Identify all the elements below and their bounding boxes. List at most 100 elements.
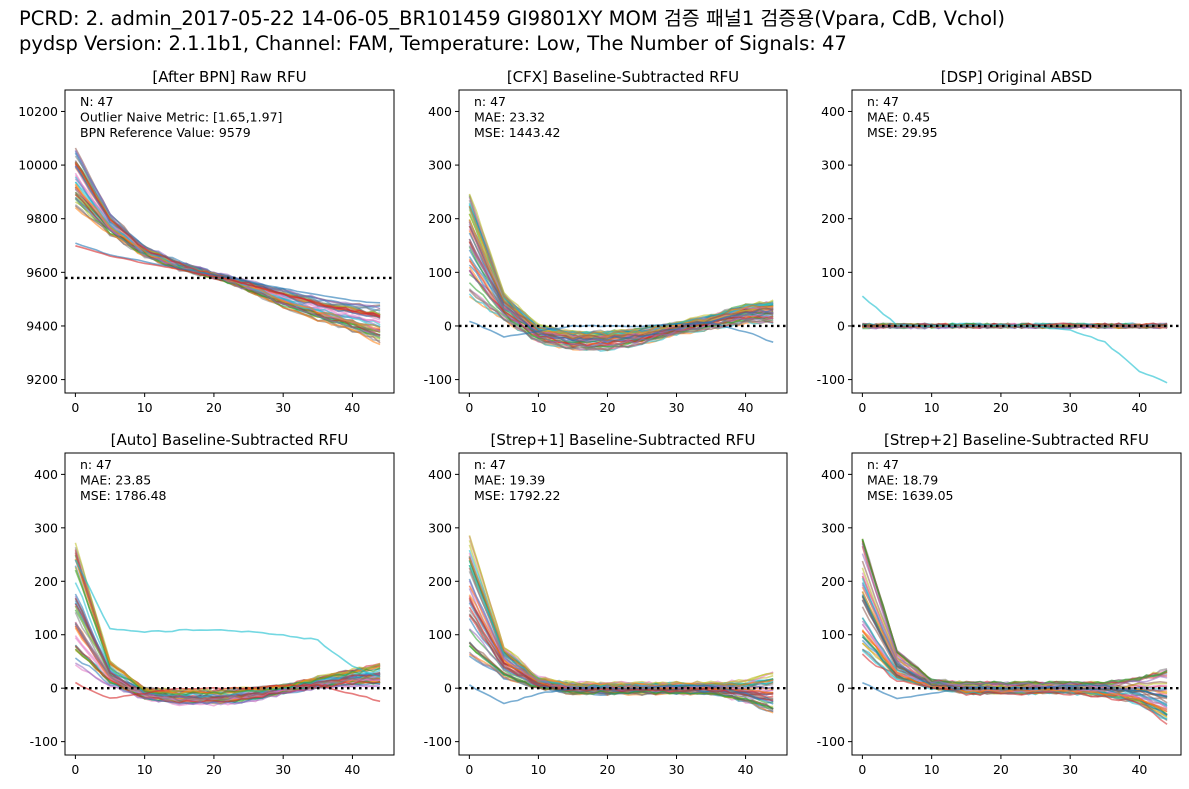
y-tick-label: 400 <box>821 104 845 119</box>
y-tick-label: 200 <box>34 574 58 589</box>
axes-frame <box>851 89 1182 394</box>
stat-text: MAE: 23.32 <box>474 110 545 125</box>
y-tick-label: 400 <box>428 467 452 482</box>
highlighted-series-line <box>861 295 1168 384</box>
y-tick-label: 100 <box>34 627 58 642</box>
y-tick-label: 200 <box>428 211 452 226</box>
x-tick-label: 10 <box>137 400 153 415</box>
y-tick-label: 400 <box>34 467 58 482</box>
y-tick-label: 300 <box>428 158 452 173</box>
y-tick-label: -100 <box>817 372 845 387</box>
subplot-title: [Auto] Baseline-Subtracted RFU <box>111 431 349 449</box>
y-tick-label: 0 <box>837 681 845 696</box>
y-tick-label: 0 <box>837 318 845 333</box>
series-line <box>74 542 381 694</box>
subplot-3: 0 10 20 30 40 -100 0 100 200 300 400 [DSP] Original… <box>817 68 1182 415</box>
x-tick-label: 10 <box>137 762 153 777</box>
axes-frame <box>64 452 395 756</box>
stat-text: MSE: 1443.42 <box>474 125 561 140</box>
x-tick-label: 20 <box>600 400 616 415</box>
axes-frame <box>458 89 788 394</box>
stat-text: n: 47 <box>474 94 506 109</box>
stat-text: n: 47 <box>474 457 506 472</box>
series-line <box>861 553 1168 688</box>
series-line <box>74 165 381 321</box>
series-group <box>861 538 1168 725</box>
y-tick-label: 300 <box>821 158 845 173</box>
x-tick-label: 40 <box>344 762 360 777</box>
stat-text: MAE: 23.85 <box>80 473 151 488</box>
series-line <box>468 225 774 340</box>
axes-frame <box>851 452 1182 756</box>
x-tick-label: 40 <box>738 400 754 415</box>
y-tick-label: 10200 <box>18 104 58 119</box>
stat-text: MAE: 18.79 <box>867 473 938 488</box>
y-tick-label: 200 <box>428 574 452 589</box>
stat-text: MAE: 19.39 <box>474 473 545 488</box>
y-tick-label: 300 <box>821 520 845 535</box>
y-tick-label: 9200 <box>26 372 58 387</box>
y-tick-label: 100 <box>821 265 845 280</box>
x-tick-label: 20 <box>600 762 616 777</box>
stat-text: BPN Reference Value: 9579 <box>80 125 251 140</box>
stat-text: MSE: 1786.48 <box>80 488 167 503</box>
series-line <box>468 588 774 693</box>
highlighted-series-line <box>74 559 381 679</box>
x-tick-label: 10 <box>924 400 940 415</box>
x-tick-label: 30 <box>669 762 685 777</box>
suptitle-line-1: PCRD: 2. admin_2017-05-22 14-06-05_BR101… <box>19 7 1006 30</box>
subplot-1: 0 10 20 30 40 9200 9400 9600 9800 10000 10200 [Afte… <box>18 68 395 415</box>
series-group <box>468 193 774 352</box>
subplot-6: 0 10 20 30 40 -100 0 100 200 300 400 [Strep+2] Base… <box>817 431 1182 777</box>
subplot-5: 0 10 20 30 40 -100 0 100 200 300 400 [Strep+1] Base… <box>424 431 788 777</box>
series-line <box>468 645 774 709</box>
y-tick-label: 100 <box>428 265 452 280</box>
highlighted-series-line <box>75 242 381 304</box>
y-tick-label: 400 <box>821 467 845 482</box>
subplot-4: 0 10 20 30 40 -100 0 100 200 300 400 [Auto] Baselin… <box>30 431 395 777</box>
series-line <box>468 557 774 688</box>
suptitle-line-2: pydsp Version: 2.1.1b1, Channel: FAM, Te… <box>19 32 847 55</box>
series-line <box>468 615 774 702</box>
y-tick-label: 10000 <box>18 158 58 173</box>
x-tick-label: 40 <box>738 762 754 777</box>
highlighted-series-line <box>75 245 381 318</box>
axes-frame <box>64 89 395 394</box>
series-line <box>74 197 381 337</box>
y-tick-label: 9800 <box>26 211 58 226</box>
x-tick-label: 30 <box>1062 400 1078 415</box>
y-tick-label: 200 <box>821 574 845 589</box>
x-tick-label: 40 <box>1131 762 1147 777</box>
y-tick-label: 0 <box>50 681 58 696</box>
y-tick-label: 100 <box>821 627 845 642</box>
stat-text: MAE: 0.45 <box>867 110 930 125</box>
x-tick-label: 40 <box>1131 400 1147 415</box>
stat-text: MSE: 1792.22 <box>474 488 561 503</box>
y-tick-label: 400 <box>428 104 452 119</box>
x-tick-label: 20 <box>206 762 222 777</box>
stat-text: N: 47 <box>80 94 113 109</box>
x-tick-label: 30 <box>1062 762 1078 777</box>
series-line <box>74 155 381 313</box>
x-tick-label: 0 <box>465 400 473 415</box>
x-tick-label: 0 <box>71 400 79 415</box>
figure-suptitle: PCRD: 2. admin_2017-05-22 14-06-05_BR101… <box>19 6 1179 56</box>
y-tick-label: 100 <box>428 627 452 642</box>
series-group <box>74 542 381 707</box>
series-line <box>468 270 774 348</box>
subplot-2: 0 10 20 30 40 -100 0 100 200 300 400 [CFX] Baseline… <box>424 68 788 415</box>
stat-text: Outlier Naive Metric: [1.65,1.97] <box>80 110 282 125</box>
stat-text: n: 47 <box>867 94 899 109</box>
subplot-title: [After BPN] Raw RFU <box>152 68 306 86</box>
axes-frame <box>458 452 788 756</box>
series-line <box>861 653 1168 725</box>
y-tick-label: -100 <box>424 372 452 387</box>
series-line <box>74 174 381 324</box>
series-group <box>74 147 381 346</box>
y-tick-label: 9600 <box>26 265 58 280</box>
stat-text: n: 47 <box>80 457 112 472</box>
series-line <box>468 232 774 342</box>
y-tick-label: 300 <box>34 520 58 535</box>
x-tick-label: 0 <box>858 762 866 777</box>
